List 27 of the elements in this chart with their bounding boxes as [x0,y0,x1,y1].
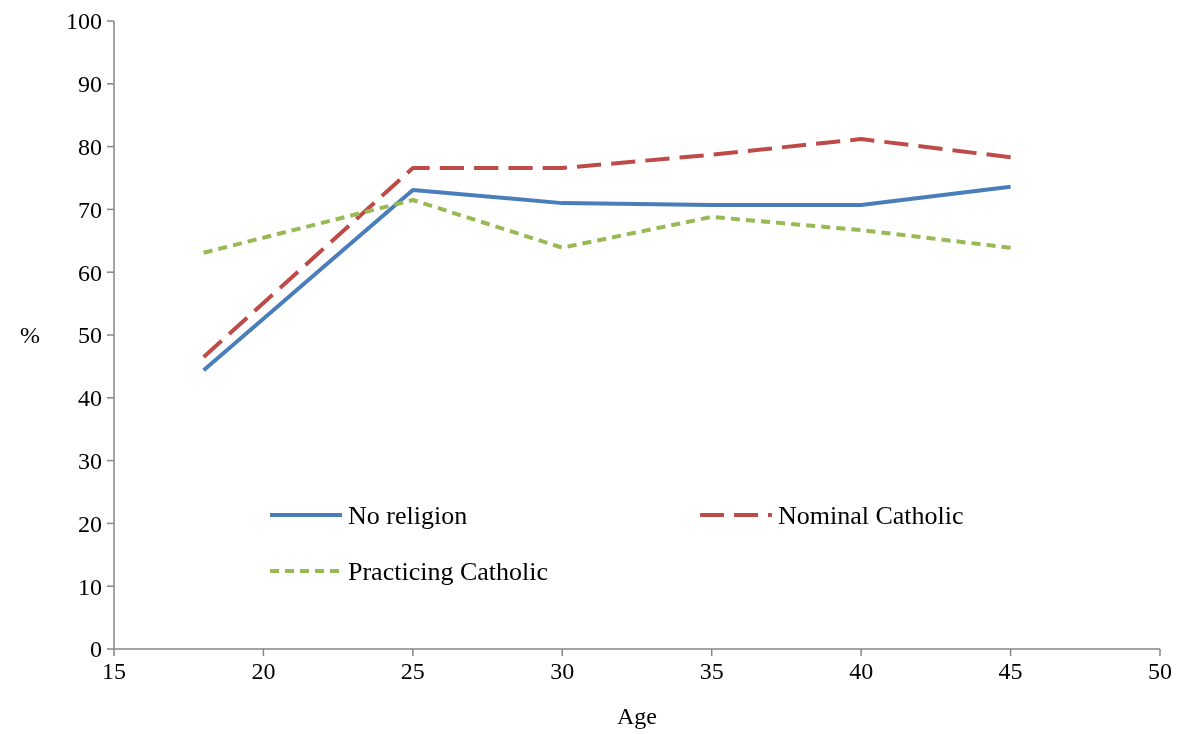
legend-label: No religion [348,501,468,531]
x-tick-label: 35 [699,658,724,684]
y-axis-title: % [20,322,40,349]
x-tick-label: 20 [251,658,276,684]
legend-label: Nominal Catholic [778,501,964,531]
y-tick-label: 20 [78,510,102,537]
legend-label: Practicing Catholic [348,557,549,587]
y-tick-label: 0 [90,636,102,663]
line-series [201,184,1013,373]
x-axis-title: Age [617,703,657,729]
y-tick-label: 60 [78,259,102,286]
y-tick-label: 30 [78,448,102,474]
x-tick-label: 40 [849,658,874,684]
y-tick-label: 10 [78,573,102,600]
y-tick-label: 50 [78,322,102,349]
line-series [201,197,1013,255]
x-tick-label: 50 [1148,658,1172,684]
y-tick-label: 90 [78,71,102,98]
x-tick-label: 25 [400,658,425,684]
x-tick-label: 15 [102,658,126,684]
y-tick-label: 40 [78,385,102,412]
x-tick-label: 30 [550,658,575,684]
x-tick-label: 45 [998,658,1023,684]
y-tick-label: 70 [78,196,102,223]
line-series [201,137,1013,359]
y-tick-label: 100 [66,8,102,35]
y-tick-label: 80 [78,134,102,160]
